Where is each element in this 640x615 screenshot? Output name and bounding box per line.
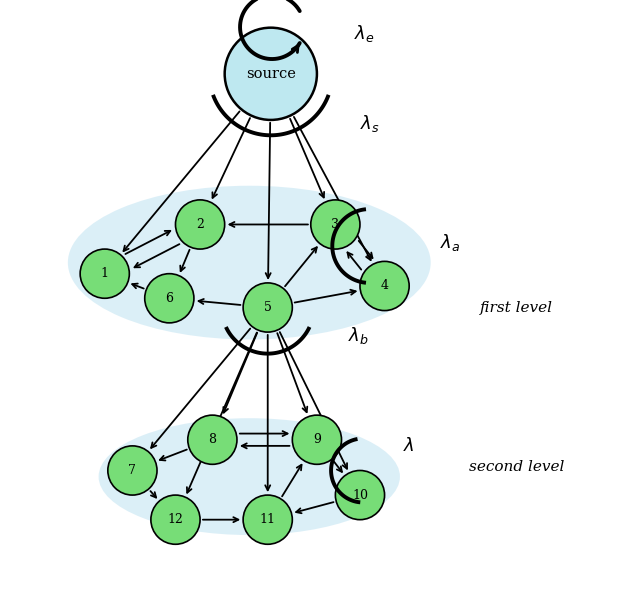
Text: 3: 3 — [332, 218, 339, 231]
Text: $\lambda_e$: $\lambda_e$ — [354, 23, 374, 44]
Text: 9: 9 — [313, 433, 321, 446]
Circle shape — [151, 495, 200, 544]
Text: 11: 11 — [260, 513, 276, 526]
Circle shape — [243, 283, 292, 332]
Text: 10: 10 — [352, 488, 368, 502]
Circle shape — [311, 200, 360, 249]
Circle shape — [360, 261, 409, 311]
Text: 12: 12 — [168, 513, 184, 526]
Text: 2: 2 — [196, 218, 204, 231]
Text: 1: 1 — [100, 267, 109, 280]
Text: 8: 8 — [209, 433, 216, 446]
Text: $\lambda_a$: $\lambda_a$ — [440, 232, 460, 253]
Circle shape — [225, 28, 317, 120]
Circle shape — [145, 274, 194, 323]
Text: 4: 4 — [381, 279, 388, 293]
Circle shape — [188, 415, 237, 464]
Ellipse shape — [68, 186, 431, 339]
Circle shape — [175, 200, 225, 249]
Text: 7: 7 — [129, 464, 136, 477]
Circle shape — [335, 470, 385, 520]
Circle shape — [80, 249, 129, 298]
Circle shape — [292, 415, 342, 464]
Text: first level: first level — [480, 301, 554, 314]
Text: $\lambda_s$: $\lambda_s$ — [360, 113, 380, 133]
Circle shape — [108, 446, 157, 495]
Text: $\lambda_b$: $\lambda_b$ — [348, 325, 369, 346]
Text: 5: 5 — [264, 301, 271, 314]
Text: source: source — [246, 67, 296, 81]
Ellipse shape — [99, 418, 400, 535]
Text: $\lambda$: $\lambda$ — [403, 437, 415, 455]
Text: 6: 6 — [165, 292, 173, 305]
Text: second level: second level — [469, 461, 564, 474]
Circle shape — [243, 495, 292, 544]
